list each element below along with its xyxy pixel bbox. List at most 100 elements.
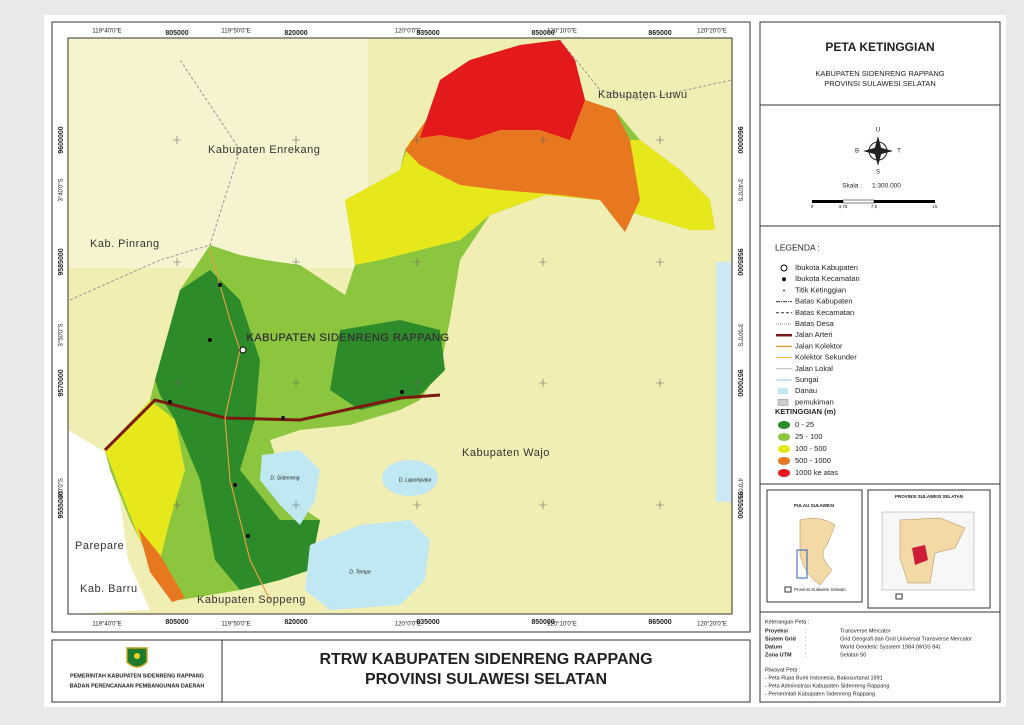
lake-name: D. Tempe [349,569,371,575]
grid-cross [656,136,664,144]
collector-road [209,249,271,601]
grid-cross [413,136,421,144]
notes-title: Riwayat Peta : [765,667,801,673]
grid-cross [413,379,421,387]
y-grid-label: 4°0'0"S [59,478,65,498]
notes-title: Keterangan Peta : [765,619,810,625]
legend-label: Batas Desa [795,319,835,328]
footer-frame [51,639,751,703]
district-capital [208,338,212,342]
x-grid-label: 850000 [531,30,554,37]
agency-name: PEMERINTAH KABUPATEN SIDENRENG RAPPANG [70,673,204,679]
x-grid-label: 120°0'0"E [395,622,421,628]
grid-cross [539,258,547,266]
panel-title: PETA KETINGGIAN [825,40,934,54]
map [67,37,733,615]
note-key: Zona UTM [765,652,792,658]
lake [382,460,438,496]
regency-capital [239,346,247,354]
grid-cross [539,136,547,144]
district-capital [400,390,404,394]
inset-note: Provinsi Sulawesi Selatan [794,587,846,592]
grid-cross [656,501,664,509]
x-grid-label: 820000 [284,30,307,37]
regency-boundary [69,59,241,301]
x-grid-label: 119°50'0"E [221,622,250,628]
lake-name: D. Lapompaka [399,477,432,483]
scale-tick-label: 3,75 [839,204,848,209]
district-capital [233,483,237,487]
legend-label: Sungai [795,375,819,384]
scale-tick-label: 7,5 [871,204,878,209]
grid-cross [173,501,181,509]
legend-label: 0 - 25 [795,420,814,429]
x-grid-label: 120°20'0"E [697,29,727,35]
compass-needle [863,147,893,155]
sea [716,262,732,502]
legend-symbol [780,264,788,272]
legend-label: Jalan Kolektor [795,341,843,350]
panel-subtitle: PROVINSI SULAWESI SELATAN [824,79,936,88]
legend-label: Kolektor Sekunder [795,353,857,362]
x-grid-label: 835000 [416,30,439,37]
legend-symbol [778,388,788,395]
grid-cross [292,501,300,509]
y-grid-label: 3°40'0"S [59,178,65,201]
note-value: World Geodetic Sysstem 1984 (WGS 84) [840,644,940,650]
grid-cross [413,501,421,509]
x-grid-label: 865000 [648,619,671,626]
arterial-road [103,393,441,452]
x-grid-label: 820000 [284,619,307,626]
sea [68,430,150,614]
legend-label: pemukiman [795,397,834,406]
note-separator: : [805,644,807,650]
compass-letter: S [876,170,880,176]
x-grid-label: 835000 [416,619,439,626]
inset-title: PULAU SULAWESI [794,503,834,508]
note-key: Proyeksi [765,628,788,634]
elevation-zone [138,528,185,602]
map-neatline [67,37,733,615]
legend-swatch [778,445,790,453]
lake [260,450,320,525]
legend-label: Ibukota Kecamatan [795,274,860,283]
place-name: Kab. Pinrang [90,238,160,250]
district-capital [168,400,172,404]
grid-cross [292,136,300,144]
note-separator: : [805,636,807,642]
x-grid-label: 119°40'0"E [92,622,121,628]
legend-symbol [783,289,785,292]
legend-label: Danau [795,386,817,395]
y-grid-label: 3°50'0"S [59,323,65,346]
regency-boundary [559,39,733,101]
panel-subtitle: KABUPATEN SIDENRENG RAPPANG [815,69,944,78]
legend-label: Ibukota Kabupaten [795,263,858,272]
grid-cross [539,501,547,509]
x-grid-label: 865000 [648,30,671,37]
elevation-zone [105,400,185,560]
place-name: KABUPATEN SIDENRENG RAPPANG [247,332,450,344]
legend-swatch [778,421,790,429]
y-grid-label: 9570000 [58,369,65,396]
note-history: - Pemerintah Kabupaten Sidenreng Rappang [765,691,875,697]
scale-segment [842,199,875,204]
grid-cross [173,379,181,387]
elevation-zone [330,320,445,410]
note-key: Sistem Grid [765,636,796,642]
province-shape [899,517,966,584]
note-value: Selatan 50 [840,652,866,658]
x-grid-label: 120°0'0"E [395,29,421,35]
grid-cross [656,258,664,266]
x-grid-label: 120°10'0"E [547,29,577,35]
agency-name: BADAN PERENCANAAN PEMBANGUNAN DAERAH [70,683,205,689]
legend-label: 1000 ke atas [795,468,838,477]
elevation-zone [420,40,585,140]
legend-label: 100 - 500 [795,444,827,453]
legend-label: Titik Ketinggian [795,285,846,294]
inset-swatch [784,586,792,593]
x-grid-label: 120°20'0"E [697,622,727,628]
elevation-title: KETINGGIAN (m) [775,407,836,416]
grid-cross [173,136,181,144]
y-grid-label: 9555000 [58,491,65,518]
grid-cross [173,258,181,266]
